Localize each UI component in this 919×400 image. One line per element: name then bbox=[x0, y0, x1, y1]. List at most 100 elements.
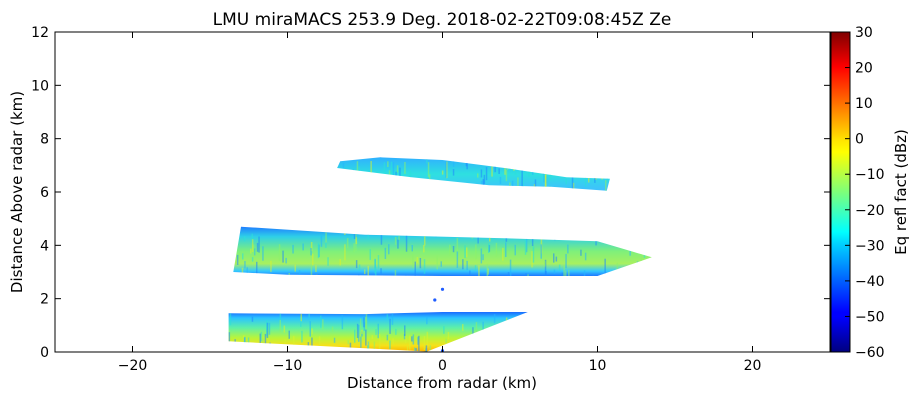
speckle bbox=[358, 264, 361, 271]
speckle bbox=[553, 253, 555, 263]
speckle bbox=[488, 243, 490, 253]
x-tick-label: 20 bbox=[744, 358, 762, 374]
colorbar-tick-label: 10 bbox=[855, 96, 873, 112]
speckle bbox=[386, 314, 389, 320]
speckle bbox=[565, 270, 567, 276]
speckle bbox=[419, 258, 422, 269]
speckle bbox=[640, 247, 643, 264]
colorbar-scale bbox=[830, 31, 851, 353]
speckle bbox=[483, 174, 486, 185]
colorbar-tick-label: −10 bbox=[855, 167, 885, 183]
speckle bbox=[361, 329, 363, 334]
y-axis-ticks: 0 2 4 6 8 10 12 bbox=[31, 25, 830, 361]
speckle bbox=[411, 336, 413, 342]
speckle bbox=[341, 315, 344, 330]
speckle bbox=[250, 248, 252, 254]
speckle bbox=[383, 162, 386, 172]
speckle bbox=[534, 179, 537, 191]
colorbar-tick-label: −50 bbox=[855, 309, 885, 325]
speckle bbox=[360, 336, 362, 348]
speckle bbox=[315, 265, 317, 272]
speckle bbox=[302, 243, 304, 251]
speckle bbox=[517, 177, 519, 187]
speckle bbox=[427, 162, 430, 178]
speckle bbox=[243, 337, 246, 347]
speckle bbox=[522, 177, 524, 187]
speckle bbox=[392, 162, 395, 179]
speckle bbox=[367, 341, 370, 352]
speckle bbox=[355, 237, 358, 245]
speckle bbox=[475, 244, 477, 260]
speckle bbox=[464, 245, 466, 258]
speckle bbox=[311, 328, 313, 335]
speckle bbox=[333, 337, 336, 343]
speckle bbox=[354, 329, 356, 343]
speckle bbox=[465, 161, 468, 167]
speckle bbox=[423, 245, 425, 253]
speckle bbox=[358, 274, 360, 276]
colorbar-tick-label: −20 bbox=[855, 203, 885, 219]
speckle bbox=[443, 326, 445, 334]
speckle bbox=[544, 174, 547, 188]
speckle bbox=[543, 175, 545, 183]
speckle bbox=[268, 322, 271, 335]
speckle bbox=[449, 244, 451, 256]
speckle bbox=[414, 347, 416, 352]
speckle bbox=[377, 323, 379, 339]
speckle bbox=[320, 315, 322, 328]
plot-frame bbox=[54, 31, 831, 353]
speckle bbox=[380, 228, 383, 245]
chart-title: LMU miraMACS 253.9 Deg. 2018-02-22T09:08… bbox=[213, 10, 672, 30]
speckle bbox=[284, 339, 286, 344]
speckle bbox=[251, 233, 253, 243]
speckle bbox=[251, 316, 254, 322]
speckle bbox=[266, 322, 269, 338]
speckle bbox=[404, 325, 406, 336]
speckle bbox=[294, 264, 296, 272]
speckle bbox=[583, 270, 586, 276]
colorbar-label: Eq refl fact (dBz) bbox=[892, 129, 910, 255]
speckle bbox=[359, 318, 362, 329]
colorbar-tick-label: −60 bbox=[855, 345, 885, 361]
x-axis-ticks: −20 −10 0 10 20 bbox=[118, 32, 762, 374]
speckle bbox=[447, 332, 450, 340]
speckle bbox=[440, 261, 442, 267]
speckle bbox=[429, 345, 432, 352]
speckle bbox=[466, 260, 468, 271]
colorbar-tick-label: 30 bbox=[855, 25, 873, 41]
speckle bbox=[293, 335, 295, 349]
speckle bbox=[422, 275, 424, 276]
speckle bbox=[264, 333, 267, 351]
speckle bbox=[452, 157, 455, 167]
speckle bbox=[370, 161, 372, 178]
speckle bbox=[482, 321, 484, 334]
speckle bbox=[312, 253, 314, 266]
speckle bbox=[452, 246, 455, 253]
speckle bbox=[331, 326, 334, 332]
x-tick-label: −20 bbox=[118, 358, 148, 374]
speckle bbox=[572, 182, 575, 191]
speckle bbox=[279, 312, 282, 323]
y-tick-label: 4 bbox=[40, 238, 49, 254]
speckle bbox=[487, 268, 489, 275]
speckle bbox=[283, 325, 286, 333]
speckle bbox=[525, 273, 527, 276]
speckle bbox=[491, 163, 493, 177]
y-tick-label: 12 bbox=[31, 25, 49, 41]
speckle bbox=[364, 269, 366, 275]
speckle bbox=[229, 312, 232, 326]
speckle bbox=[356, 323, 359, 338]
speckle bbox=[405, 234, 408, 252]
colorbar: 30 20 10 0 −10 −20 −30 −40 −50 −60 Eq refl fact (… bbox=[830, 25, 910, 361]
speckle bbox=[241, 267, 244, 276]
speckle bbox=[378, 333, 381, 350]
plot-background bbox=[55, 32, 830, 352]
x-axis-label: Distance from radar (km) bbox=[347, 374, 537, 392]
speckle bbox=[532, 246, 535, 263]
speckle bbox=[525, 237, 528, 253]
speckle bbox=[365, 313, 368, 330]
y-tick-label: 2 bbox=[40, 292, 49, 308]
speckle bbox=[258, 236, 260, 253]
speckle bbox=[524, 239, 527, 255]
